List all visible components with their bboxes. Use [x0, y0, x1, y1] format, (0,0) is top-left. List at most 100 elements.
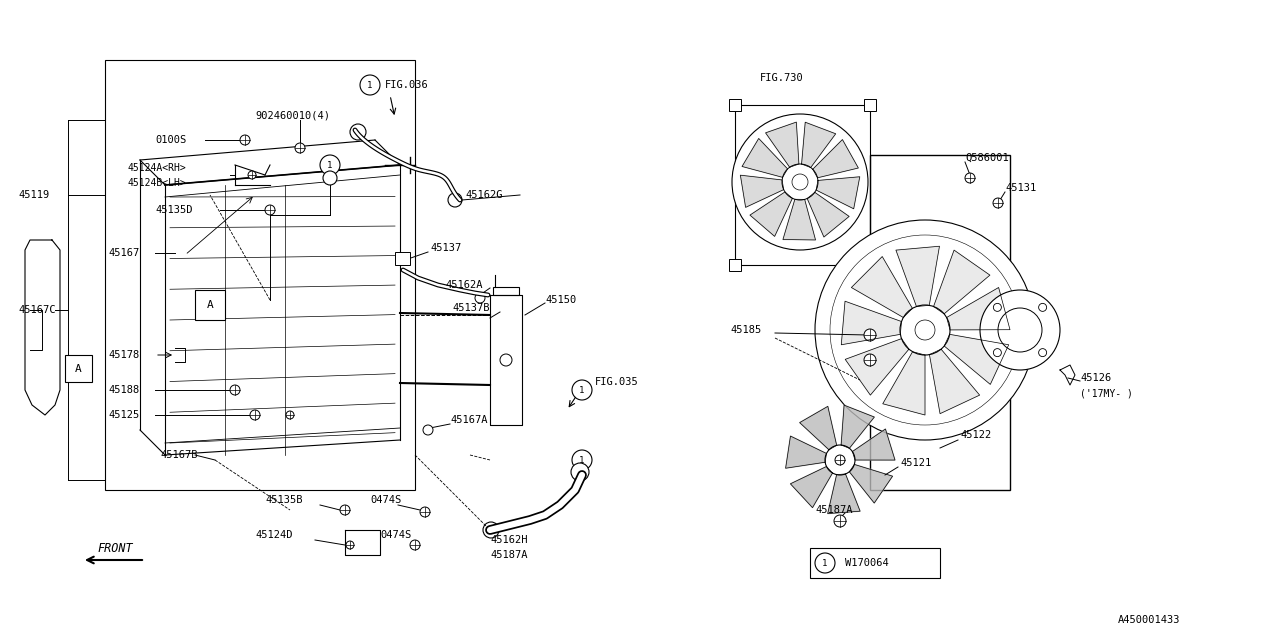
Polygon shape [1060, 365, 1075, 385]
Text: 45124B<LH>: 45124B<LH> [128, 178, 187, 188]
Bar [195, 290, 225, 320]
Polygon shape [947, 287, 1010, 330]
Polygon shape [800, 406, 837, 450]
Text: ('17MY- ): ('17MY- ) [1080, 388, 1133, 398]
Polygon shape [786, 436, 827, 468]
Text: 0100S: 0100S [155, 135, 187, 145]
Circle shape [815, 553, 835, 573]
Text: 902460010(4): 902460010(4) [255, 110, 330, 120]
Polygon shape [740, 175, 783, 207]
Bar [735, 105, 870, 265]
Circle shape [1038, 349, 1047, 356]
Text: 45167A: 45167A [451, 415, 488, 425]
Bar [65, 355, 92, 382]
Text: A450001433: A450001433 [1117, 615, 1180, 625]
Text: 45187A: 45187A [490, 550, 527, 560]
Text: 1: 1 [580, 385, 585, 394]
Text: 0474S: 0474S [370, 495, 401, 505]
Circle shape [993, 303, 1001, 312]
Circle shape [864, 329, 876, 341]
Circle shape [420, 507, 430, 517]
Text: 45121: 45121 [900, 458, 932, 468]
Text: A: A [206, 300, 214, 310]
Text: 1: 1 [580, 456, 585, 465]
Polygon shape [841, 405, 874, 448]
Polygon shape [813, 140, 859, 178]
Text: 45125: 45125 [108, 410, 140, 420]
Text: 45126: 45126 [1080, 373, 1111, 383]
Bar [730, 259, 741, 271]
Circle shape [835, 455, 845, 465]
Circle shape [500, 354, 512, 366]
Circle shape [993, 349, 1001, 356]
Circle shape [230, 385, 241, 395]
Bar [493, 287, 518, 295]
Polygon shape [742, 138, 787, 177]
Polygon shape [945, 334, 1009, 385]
Circle shape [815, 220, 1036, 440]
Text: FIG.035: FIG.035 [595, 377, 639, 387]
Polygon shape [791, 467, 832, 508]
Polygon shape [933, 250, 989, 314]
Polygon shape [841, 301, 901, 345]
Circle shape [571, 463, 589, 481]
Polygon shape [852, 429, 895, 460]
Text: 45167B: 45167B [160, 450, 197, 460]
Polygon shape [26, 240, 60, 415]
Circle shape [349, 124, 366, 140]
Bar [396, 252, 410, 265]
Text: 45135B: 45135B [265, 495, 302, 505]
Text: Q586001: Q586001 [965, 153, 1009, 163]
Circle shape [993, 198, 1004, 208]
Circle shape [265, 205, 275, 215]
Bar [864, 99, 876, 111]
Polygon shape [850, 465, 892, 503]
Circle shape [900, 305, 950, 355]
Text: 45188: 45188 [108, 385, 140, 395]
Polygon shape [817, 177, 860, 209]
Polygon shape [765, 122, 799, 167]
Text: FIG.036: FIG.036 [385, 80, 429, 90]
Circle shape [792, 174, 808, 190]
Text: 45119: 45119 [18, 190, 49, 200]
Text: 45167C: 45167C [18, 305, 55, 315]
Bar [870, 155, 1010, 490]
Bar [730, 99, 741, 111]
Circle shape [323, 171, 337, 185]
Text: 45187A: 45187A [815, 505, 852, 515]
Circle shape [346, 541, 355, 549]
Circle shape [340, 505, 349, 515]
Text: 45162H: 45162H [490, 535, 527, 545]
Circle shape [980, 290, 1060, 370]
Circle shape [732, 114, 868, 250]
Circle shape [294, 143, 305, 153]
Polygon shape [929, 349, 979, 413]
Text: W170064: W170064 [845, 558, 888, 568]
Polygon shape [490, 295, 522, 425]
Circle shape [864, 354, 876, 366]
Circle shape [285, 411, 294, 419]
Circle shape [320, 155, 340, 175]
Circle shape [572, 380, 591, 400]
Text: 45137B: 45137B [452, 303, 489, 313]
Text: 1: 1 [822, 559, 828, 568]
Polygon shape [896, 246, 940, 307]
Polygon shape [883, 352, 925, 415]
Text: FRONT: FRONT [97, 541, 133, 554]
Circle shape [448, 193, 462, 207]
Circle shape [475, 293, 485, 303]
Circle shape [572, 450, 591, 470]
Circle shape [422, 425, 433, 435]
Circle shape [248, 171, 256, 179]
Circle shape [826, 445, 855, 475]
Text: 1: 1 [328, 161, 333, 170]
Text: 45150: 45150 [545, 295, 576, 305]
Circle shape [483, 522, 499, 538]
Polygon shape [808, 193, 849, 237]
Circle shape [835, 515, 846, 527]
Polygon shape [845, 339, 909, 395]
Text: 45185: 45185 [730, 325, 762, 335]
Text: 0474S: 0474S [380, 530, 411, 540]
Text: A: A [74, 364, 82, 374]
Text: 45122: 45122 [960, 430, 991, 440]
